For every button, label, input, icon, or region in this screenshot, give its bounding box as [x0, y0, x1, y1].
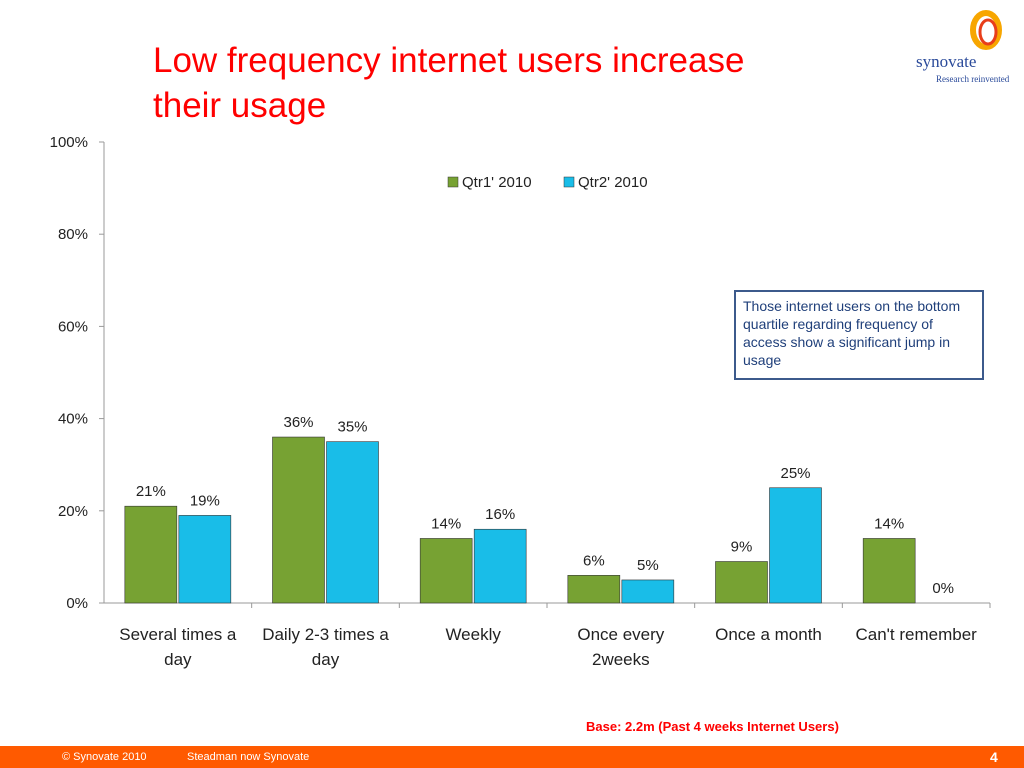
- bar: [473, 528, 527, 604]
- footer-copyright: © Synovate 2010: [62, 751, 147, 763]
- bar: [715, 561, 768, 604]
- base-note: Base: 2.2m (Past 4 weeks Internet Users): [586, 719, 839, 734]
- title-line-1: Low frequency internet users increase: [153, 41, 745, 80]
- data-label: 9%: [731, 539, 753, 556]
- x-tick-label: Once a month: [715, 625, 822, 644]
- bar: [621, 579, 675, 604]
- x-tick-label: Once every: [577, 625, 664, 644]
- data-label: 14%: [874, 515, 904, 532]
- x-tick-label: Can't remember: [855, 625, 977, 644]
- synovate-logo: synovate Research reinvented: [900, 8, 1018, 88]
- data-label: 16%: [485, 506, 515, 523]
- y-tick-label: 100%: [50, 134, 88, 151]
- x-tick-label: Weekly: [445, 625, 501, 644]
- bar: [419, 538, 473, 604]
- logo-name: synovate: [916, 52, 977, 71]
- data-label: 25%: [780, 465, 810, 482]
- legend-label: Qtr1' 2010: [462, 174, 532, 191]
- slide-title: Low frequency internet users increase th…: [153, 38, 873, 128]
- x-tick-label: day: [164, 650, 192, 669]
- data-label: 6%: [583, 552, 605, 569]
- y-tick-label: 20%: [58, 503, 88, 520]
- bar: [326, 441, 379, 604]
- data-label: 19%: [190, 492, 220, 509]
- bar: [124, 505, 178, 604]
- x-tick-label: day: [312, 650, 340, 669]
- y-tick-label: 40%: [58, 411, 88, 428]
- bar-chart: 0% 20% 40% 60% 80% 100% Several times a day 21% 1…: [50, 134, 991, 669]
- footer-note: Steadman now Synovate: [187, 751, 310, 763]
- bar: [567, 575, 621, 604]
- bar: [769, 487, 822, 604]
- footer-bar: © Synovate 2010 Steadman now Synovate 4: [0, 746, 1024, 768]
- bar: [178, 515, 232, 604]
- logo-rings-icon: [970, 10, 1002, 50]
- x-tick-label: Daily 2-3 times a: [262, 625, 389, 644]
- x-tick-label: Several times a: [119, 625, 237, 644]
- callout-box: Those internet users on the bottom quart…: [734, 290, 984, 380]
- data-label: 36%: [283, 414, 313, 431]
- legend-label: Qtr2' 2010: [578, 174, 648, 191]
- legend-swatch: [563, 176, 575, 188]
- legend-swatch: [447, 176, 459, 188]
- data-label: 14%: [431, 515, 461, 532]
- bar: [272, 436, 325, 604]
- y-tick-label: 60%: [58, 318, 88, 335]
- data-label: 5%: [637, 557, 659, 574]
- y-tick-label: 80%: [58, 226, 88, 243]
- logo-tagline: Research reinvented: [936, 74, 1010, 84]
- y-tick-label: 0%: [66, 595, 88, 612]
- data-label: 0%: [932, 580, 954, 597]
- x-tick-label: 2weeks: [592, 650, 650, 669]
- page-number: 4: [990, 749, 998, 765]
- data-label: 35%: [337, 419, 367, 436]
- title-line-2: their usage: [153, 86, 327, 125]
- data-label: 21%: [136, 483, 166, 500]
- bar: [862, 538, 916, 604]
